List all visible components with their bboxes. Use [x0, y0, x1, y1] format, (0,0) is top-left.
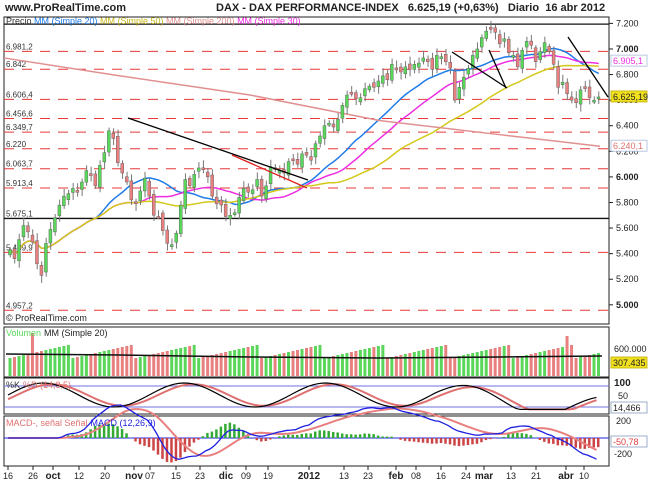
- svg-text:600.000: 600.000: [614, 344, 647, 354]
- svg-text:abr: abr: [558, 471, 574, 482]
- svg-text:26: 26: [28, 471, 38, 481]
- volume-panel: [3, 326, 610, 378]
- trendline: [451, 51, 508, 89]
- svg-text:23: 23: [195, 471, 205, 481]
- level-label: 6.063,7: [6, 160, 33, 169]
- svg-text:21: 21: [531, 471, 541, 481]
- svg-text:6.800: 6.800: [616, 70, 639, 80]
- level-label: 6.349,7: [6, 123, 33, 132]
- trendline: [231, 154, 308, 189]
- level-label: 6.981,2: [6, 42, 33, 51]
- period: Diario: [507, 2, 540, 14]
- svg-text:mar: mar: [475, 471, 493, 482]
- svg-text:6.240,1: 6.240,1: [613, 141, 643, 151]
- svg-text:16: 16: [436, 471, 446, 481]
- level-label: 6.220: [6, 140, 27, 149]
- stochastic-panel: [3, 377, 610, 415]
- price-panel: [3, 16, 610, 325]
- svg-text:16: 16: [3, 471, 13, 481]
- macd-lines: [4, 404, 609, 463]
- svg-text:nov: nov: [125, 471, 143, 482]
- trendlines[interactable]: [127, 36, 609, 189]
- svg-text:14,466: 14,466: [613, 403, 641, 413]
- svg-text:20: 20: [100, 471, 110, 481]
- svg-text:200: 200: [616, 416, 631, 426]
- level-label: 4.957,2: [6, 301, 33, 310]
- svg-text:23: 23: [363, 471, 373, 481]
- level-label: 6.842: [6, 60, 27, 69]
- svg-text:13: 13: [339, 471, 349, 481]
- svg-text:09: 09: [241, 471, 251, 481]
- macd-legend: MACD-, señal Señal MACD (12,26,9): [6, 418, 156, 428]
- svg-text:5.600: 5.600: [616, 223, 639, 233]
- svg-text:7.200: 7.200: [616, 18, 639, 28]
- svg-text:10: 10: [579, 471, 589, 481]
- date-x-axis: 16 26 oct 12 20 nov 07 15 23 dic 09 19 2012 13 23 feb 08…: [3, 465, 609, 482]
- svg-text:50: 50: [618, 391, 628, 401]
- svg-text:dic: dic: [219, 471, 234, 482]
- svg-text:feb: feb: [389, 471, 404, 482]
- svg-text:7.000: 7.000: [616, 44, 639, 54]
- volume-bars: [5, 333, 603, 376]
- price-y-axis: 7.2007.0006.8006.6006.4006.2006.0005.800…: [609, 18, 648, 310]
- svg-text:24: 24: [461, 471, 471, 481]
- trendline: [127, 117, 309, 181]
- date: 16 abr 2012: [545, 2, 606, 14]
- svg-text:5.000: 5.000: [616, 300, 639, 310]
- candles: [8, 20, 601, 283]
- level-label: 6.606,4: [6, 90, 33, 99]
- svg-text:100: 100: [614, 378, 631, 389]
- svg-text:19: 19: [263, 471, 273, 481]
- svg-text:-50,78: -50,78: [613, 437, 639, 447]
- svg-text:6.000: 6.000: [616, 172, 639, 182]
- svg-text:15: 15: [171, 471, 181, 481]
- svg-text:07: 07: [145, 471, 155, 481]
- stochastic-lines: [4, 382, 609, 411]
- stochastic-legend: %K %D (14,3,5): [6, 380, 71, 390]
- svg-text:5.400: 5.400: [616, 249, 639, 259]
- svg-text:2012: 2012: [298, 471, 321, 482]
- level-label: 5.675,1: [6, 209, 33, 218]
- watermark: © ProRealTime.com: [6, 313, 87, 323]
- trendline: [488, 49, 507, 89]
- svg-text:6.400: 6.400: [616, 121, 639, 131]
- svg-text:5.200: 5.200: [616, 274, 639, 284]
- svg-text:6.905,1: 6.905,1: [613, 56, 643, 66]
- horizontal-levels: 6.981,2 6.842 6.606,4 6.456,6 6.349,7 6.220 6.…: [4, 23, 609, 311]
- svg-text:-200: -200: [614, 449, 632, 459]
- svg-text:13: 13: [506, 471, 516, 481]
- svg-text:12: 12: [74, 471, 84, 481]
- instrument-name: DAX - DAX PERFORMANCE-INDEX: [216, 2, 399, 14]
- volume-legend: Volumen MM (Simple 20): [6, 328, 108, 338]
- indicator-y-axes: 600.000 307.435 100 50 14,466 200 -200 -50,78: [610, 344, 648, 459]
- svg-text:oct: oct: [46, 471, 62, 482]
- site-url[interactable]: www.ProRealTime.com: [5, 2, 127, 14]
- level-label: 6.456,6: [6, 109, 33, 118]
- level-label: 5.913,4: [6, 179, 33, 188]
- svg-text:6.625,19: 6.625,19: [613, 92, 648, 102]
- legend: Precio MM (Simple 20) MM (Simple 50) MM …: [6, 16, 301, 26]
- chart-title: DAX - DAX PERFORMANCE-INDEX 6.625,19 (+0…: [216, 2, 605, 14]
- svg-text:307.435: 307.435: [613, 358, 646, 368]
- svg-text:08: 08: [411, 471, 421, 481]
- trendline: [567, 36, 609, 98]
- last-price: 6.625,19 (+0,63%): [407, 2, 499, 14]
- svg-text:5.800: 5.800: [616, 197, 639, 207]
